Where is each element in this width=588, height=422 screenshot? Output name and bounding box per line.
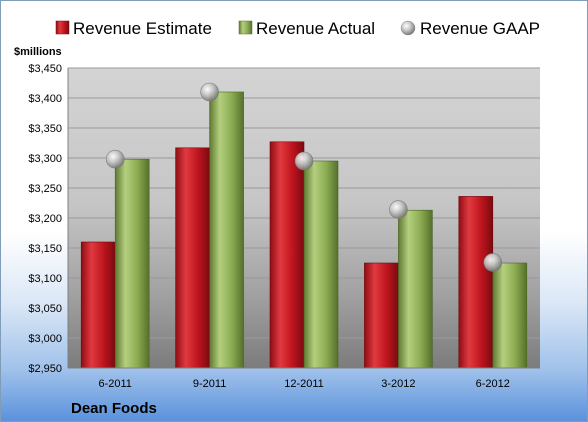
bar-revenue-estimate (80, 241, 116, 369)
gaap-marker (105, 149, 125, 169)
x-tick-label: 6-2012 (476, 378, 510, 390)
y-tick-label: $3,150 (28, 243, 62, 255)
legend-swatch-actual (238, 20, 253, 35)
gaap-markers (105, 82, 503, 272)
y-tick-label: $3,050 (28, 303, 62, 315)
x-tick-label: 3-2012 (381, 378, 415, 390)
gaap-marker (483, 253, 503, 272)
y-tick-label: $3,300 (28, 153, 62, 165)
y-axis-tick-labels: $2,950 $3,000 $3,050 $3,100 $3,150 $3,200 $3,2… (28, 63, 62, 375)
bar-revenue-actual (398, 209, 433, 369)
gaap-marker (294, 151, 314, 171)
y-tick-label: $3,200 (28, 213, 62, 225)
x-axis-tick-labels: 6-2011 9-2011 12-2011 3-2012 6-2012 (98, 378, 509, 390)
legend: Revenue Estimate Revenue Actual Revenue … (55, 19, 540, 38)
y-tick-label: $3,100 (28, 273, 62, 285)
company-name: Dean Foods (71, 400, 157, 417)
legend-item-estimate: Revenue Estimate (55, 19, 212, 38)
legend-swatch-estimate (55, 20, 70, 35)
bar-revenue-actual (209, 91, 244, 369)
legend-label-gaap: Revenue GAAP (420, 19, 540, 38)
bar-revenue-actual (114, 158, 150, 369)
legend-label-estimate: Revenue Estimate (73, 19, 212, 38)
gaap-marker (389, 200, 408, 219)
bar-revenue-actual (492, 262, 528, 369)
legend-marker-gaap (400, 20, 416, 36)
x-tick-label: 6-2011 (98, 378, 131, 390)
x-tick-label: 12-2011 (284, 378, 324, 390)
x-tick-label: 9-2011 (193, 378, 226, 390)
y-axis-unit-label: $millions (14, 46, 62, 58)
legend-item-gaap: Revenue GAAP (400, 19, 540, 38)
bar-revenue-estimate (458, 196, 494, 369)
bar-revenue-estimate (175, 147, 210, 369)
bar-revenue-estimate (269, 141, 305, 369)
y-tick-label: $3,000 (28, 333, 62, 345)
y-tick-label: $3,450 (28, 63, 62, 75)
y-tick-label: $2,950 (28, 363, 62, 375)
legend-item-actual: Revenue Actual (238, 19, 375, 38)
legend-label-actual: Revenue Actual (256, 19, 375, 38)
y-tick-label: $3,350 (28, 123, 62, 135)
bars (80, 91, 528, 369)
y-tick-label: $3,250 (28, 183, 62, 195)
y-tick-label: $3,400 (28, 93, 62, 105)
gaap-marker (200, 82, 219, 102)
bar-revenue-estimate (364, 262, 399, 369)
bar-revenue-actual (303, 160, 339, 369)
